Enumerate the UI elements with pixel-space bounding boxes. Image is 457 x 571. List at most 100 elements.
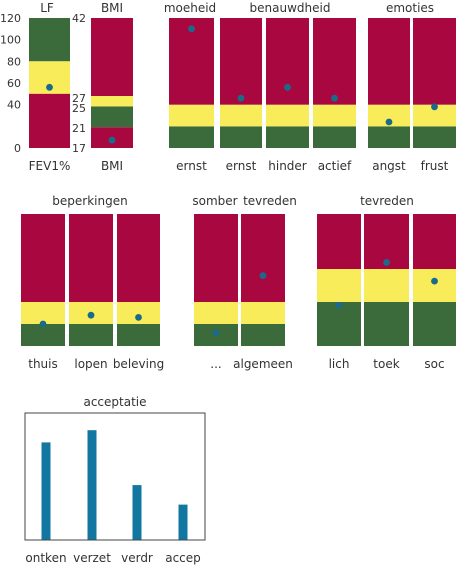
band-green-2-2 xyxy=(266,126,309,148)
band-green-3-1 xyxy=(69,324,113,346)
marker-5-0 xyxy=(335,301,343,309)
band-red-5-2 xyxy=(413,214,456,269)
marker-2-4 xyxy=(385,118,393,126)
y-tick-label: 100 xyxy=(0,34,21,47)
category-label: actief xyxy=(318,159,352,173)
band-red-2-2 xyxy=(266,18,309,105)
y-tick-label: 40 xyxy=(7,99,21,112)
band-yellow-4-0 xyxy=(194,302,238,324)
category-label: frust xyxy=(421,159,449,173)
panel-title: tevreden xyxy=(243,194,297,208)
category-label: BMI xyxy=(101,159,123,173)
y-tick-label: 0 xyxy=(14,142,21,155)
band-yellow-2-5 xyxy=(413,104,456,127)
category-label: ... xyxy=(210,357,221,371)
y-tick-label: 21 xyxy=(72,122,86,135)
y-tick-label: 60 xyxy=(7,77,21,90)
category-label: algemeen xyxy=(233,357,293,371)
panel-title: emoties xyxy=(386,1,434,15)
category-label: soc xyxy=(424,357,444,371)
marker-4-0 xyxy=(212,329,220,337)
category-label: lopen xyxy=(74,357,107,371)
band-red-2-0 xyxy=(169,18,214,105)
band-red-2-5 xyxy=(413,18,456,105)
marker-2-5 xyxy=(431,103,438,111)
category-label: verzet xyxy=(73,551,111,565)
category-label: thuis xyxy=(28,357,58,371)
marker-3-0 xyxy=(39,320,47,328)
bar-3 xyxy=(178,504,188,540)
panel-title: BMI xyxy=(101,1,123,15)
marker-2-3 xyxy=(331,94,338,102)
category-label: ontken xyxy=(25,551,66,565)
band-red-3-1 xyxy=(69,214,113,302)
band-red-2-1 xyxy=(220,18,262,105)
marker-5-2 xyxy=(431,277,438,285)
band-red-4-0 xyxy=(194,214,238,302)
band-green-2-1 xyxy=(220,126,262,148)
band-yellow-5-1 xyxy=(364,269,409,302)
bar-2 xyxy=(132,485,142,540)
band-yellow-2-0 xyxy=(169,104,214,127)
marker-2-0 xyxy=(188,25,195,33)
band-red-4-1 xyxy=(241,214,285,302)
band-yellow-2-1 xyxy=(220,104,262,127)
band-red-1-0 xyxy=(91,18,133,96)
category-label: ernst xyxy=(176,159,207,173)
marker-4-1 xyxy=(259,272,267,279)
band-green-2-0 xyxy=(169,126,214,148)
band-red-2-3 xyxy=(313,18,356,105)
band-red-3-0 xyxy=(21,214,65,302)
band-green-2-4 xyxy=(368,126,410,148)
band-green-2-5 xyxy=(413,126,456,148)
y-tick-label: 80 xyxy=(7,55,21,68)
band-green-5-2 xyxy=(413,302,456,346)
band-yellow-2-3 xyxy=(313,104,356,127)
category-label: hinder xyxy=(268,159,307,173)
marker-2-2 xyxy=(284,83,291,91)
bar-1 xyxy=(87,430,97,540)
band-green-4-1 xyxy=(241,324,285,346)
marker-5-1 xyxy=(383,259,390,266)
band-yellow-4-1 xyxy=(241,302,285,324)
y-tick-label: 120 xyxy=(0,12,21,25)
band-green-3-0 xyxy=(21,324,65,346)
y-tick-label: 42 xyxy=(72,12,86,25)
band-green-5-0 xyxy=(317,302,361,346)
band-green-1-0 xyxy=(91,106,133,128)
band-red-0-0 xyxy=(29,93,70,148)
category-label: accep xyxy=(165,551,201,565)
category-label: toek xyxy=(373,357,399,371)
band-yellow-1-0 xyxy=(91,96,133,107)
band-yellow-5-0 xyxy=(317,269,361,302)
band-yellow-2-4 xyxy=(368,104,410,127)
band-green-5-1 xyxy=(364,302,409,346)
panel-title: beperkingen xyxy=(52,194,127,208)
panel-title: benauwdheid xyxy=(250,1,331,15)
marker-2-1 xyxy=(237,94,245,102)
value-markers xyxy=(39,25,438,337)
panel-title: moeheid xyxy=(164,1,216,15)
band-green-3-2 xyxy=(117,324,160,346)
marker-3-2 xyxy=(135,314,142,321)
range-bands xyxy=(21,18,456,346)
acceptance-bars xyxy=(41,430,188,540)
panel-title: somber xyxy=(192,194,237,208)
band-red-3-2 xyxy=(117,214,160,302)
band-yellow-2-2 xyxy=(266,104,309,127)
y-tick-label: 25 xyxy=(72,102,86,115)
panel-title: acceptatie xyxy=(83,395,146,409)
band-yellow-5-2 xyxy=(413,269,456,302)
band-red-2-4 xyxy=(368,18,410,105)
band-yellow-3-0 xyxy=(21,302,65,324)
bar-0 xyxy=(41,442,51,540)
marker-1-0 xyxy=(108,136,116,144)
category-label: ernst xyxy=(226,159,257,173)
category-label: angst xyxy=(372,159,406,173)
band-green-2-3 xyxy=(313,126,356,148)
category-label: FEV1% xyxy=(29,159,71,173)
marker-0-0 xyxy=(46,83,53,91)
panel-title: LF xyxy=(40,1,54,15)
